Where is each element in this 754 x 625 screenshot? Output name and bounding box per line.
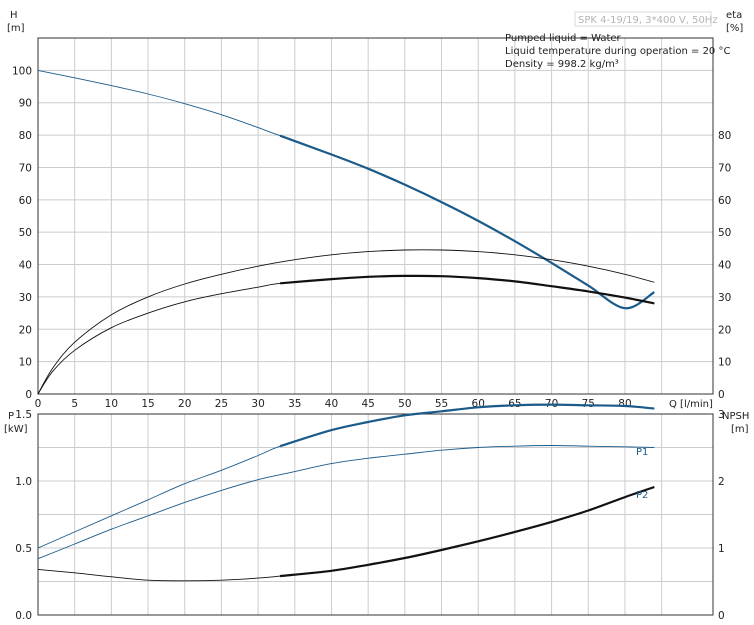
right-tick-label: 10 [718,357,731,369]
left-tick-label: 90 [19,98,32,110]
efficiency-lower-curve-operating-range [280,274,655,305]
right-tick-label: 50 [718,227,731,239]
left-tick-label: 70 [19,162,32,174]
top-right-axis-title-1: eta [726,10,742,21]
npsh-curve-operating-range [279,485,655,578]
left-tick-label: 1.5 [15,409,32,421]
top-right-axis-title-2: [%] [726,23,743,34]
left-tick-label: 30 [19,292,32,304]
top-left-axis-ticks: 0 10 20 30 40 50 60 70 80 90 100 [12,65,32,401]
x-tick-label: 25 [215,398,228,410]
top-panel-grid [37,37,714,395]
left-tick-label: 40 [19,260,32,272]
info-line-density: Density = 998.2 kg/m³ [505,59,619,70]
series-label-p2: P2 [636,490,648,501]
x-tick-label: 0 [35,398,42,410]
series-label-p1: P1 [636,447,648,458]
top-panel-frame [37,37,714,395]
bottom-right-axis-ticks: 0 1 2 3 [718,409,725,622]
right-tick-label: 40 [718,260,731,272]
right-tick-label: 80 [718,130,731,142]
info-line-pumped-liquid: Pumped liquid = Water [505,33,622,44]
x-tick-label: 20 [178,398,191,410]
p1-curve-operating-range [279,403,655,448]
npsh-curve [37,486,655,582]
head-curve [37,69,655,309]
left-tick-label: 100 [12,65,32,77]
right-tick-label: 70 [718,162,731,174]
right-tick-label: 3 [718,409,725,421]
right-tick-label: 0 [718,610,725,622]
x-tick-label: 65 [508,398,521,410]
right-tick-label: 0 [718,389,725,401]
bottom-left-axis-ticks: 0.0 0.5 1.0 1.5 [15,409,32,622]
top-left-axis-title-1: H [10,10,18,21]
right-tick-label: 30 [718,292,731,304]
bottom-left-axis-title-2: [kW] [4,424,28,435]
bottom-right-axis-title-2: [m] [731,424,749,435]
right-tick-label: 1 [718,543,725,555]
left-tick-label: 1.0 [15,476,32,488]
right-tick-label: 2 [718,476,725,488]
x-tick-label: 10 [105,398,118,410]
x-tick-label: 5 [71,398,78,410]
x-tick-label: 55 [435,398,448,410]
top-panel-curves [37,69,655,395]
head-curve-operating-range [279,134,655,310]
left-tick-label: 60 [19,195,32,207]
x-tick-label: 75 [582,398,595,410]
top-right-axis-ticks: 0 10 20 30 40 50 60 70 80 [718,130,731,401]
left-tick-label: 80 [19,130,32,142]
bottom-right-axis-title-1: NPSH [722,411,749,422]
top-left-axis-title-2: [m] [7,23,25,34]
left-tick-label: 0.0 [15,610,32,622]
x-tick-label: 45 [361,398,374,410]
x-tick-label: 35 [288,398,301,410]
bottom-panel-curves [37,403,655,582]
efficiency-lower-curve [37,275,655,395]
right-tick-label: 60 [718,195,731,207]
left-tick-label: 0 [25,389,32,401]
right-tick-label: 20 [718,324,731,336]
x-tick-label: 15 [141,398,154,410]
x-tick-label: 30 [251,398,264,410]
x-tick-label: 50 [398,398,411,410]
p2-curve [37,445,655,560]
x-axis-title: Q [l/min] [669,399,713,410]
bottom-left-axis-title-1: P [8,411,14,422]
left-tick-label: 0.5 [15,543,32,555]
model-label: SPK 4-19/19, 3*400 V, 50Hz [578,15,718,26]
x-tick-label: 80 [618,398,631,410]
efficiency-upper-curve [37,249,655,395]
left-tick-label: 20 [19,324,32,336]
x-tick-label: 40 [325,398,338,410]
left-tick-label: 10 [19,357,32,369]
model-label-box [574,11,712,27]
bottom-panel-frame [37,413,714,616]
left-tick-label: 50 [19,227,32,239]
info-line-liquid-temperature: Liquid temperature during operation = 20… [505,46,730,57]
bottom-panel-grid [37,413,714,616]
